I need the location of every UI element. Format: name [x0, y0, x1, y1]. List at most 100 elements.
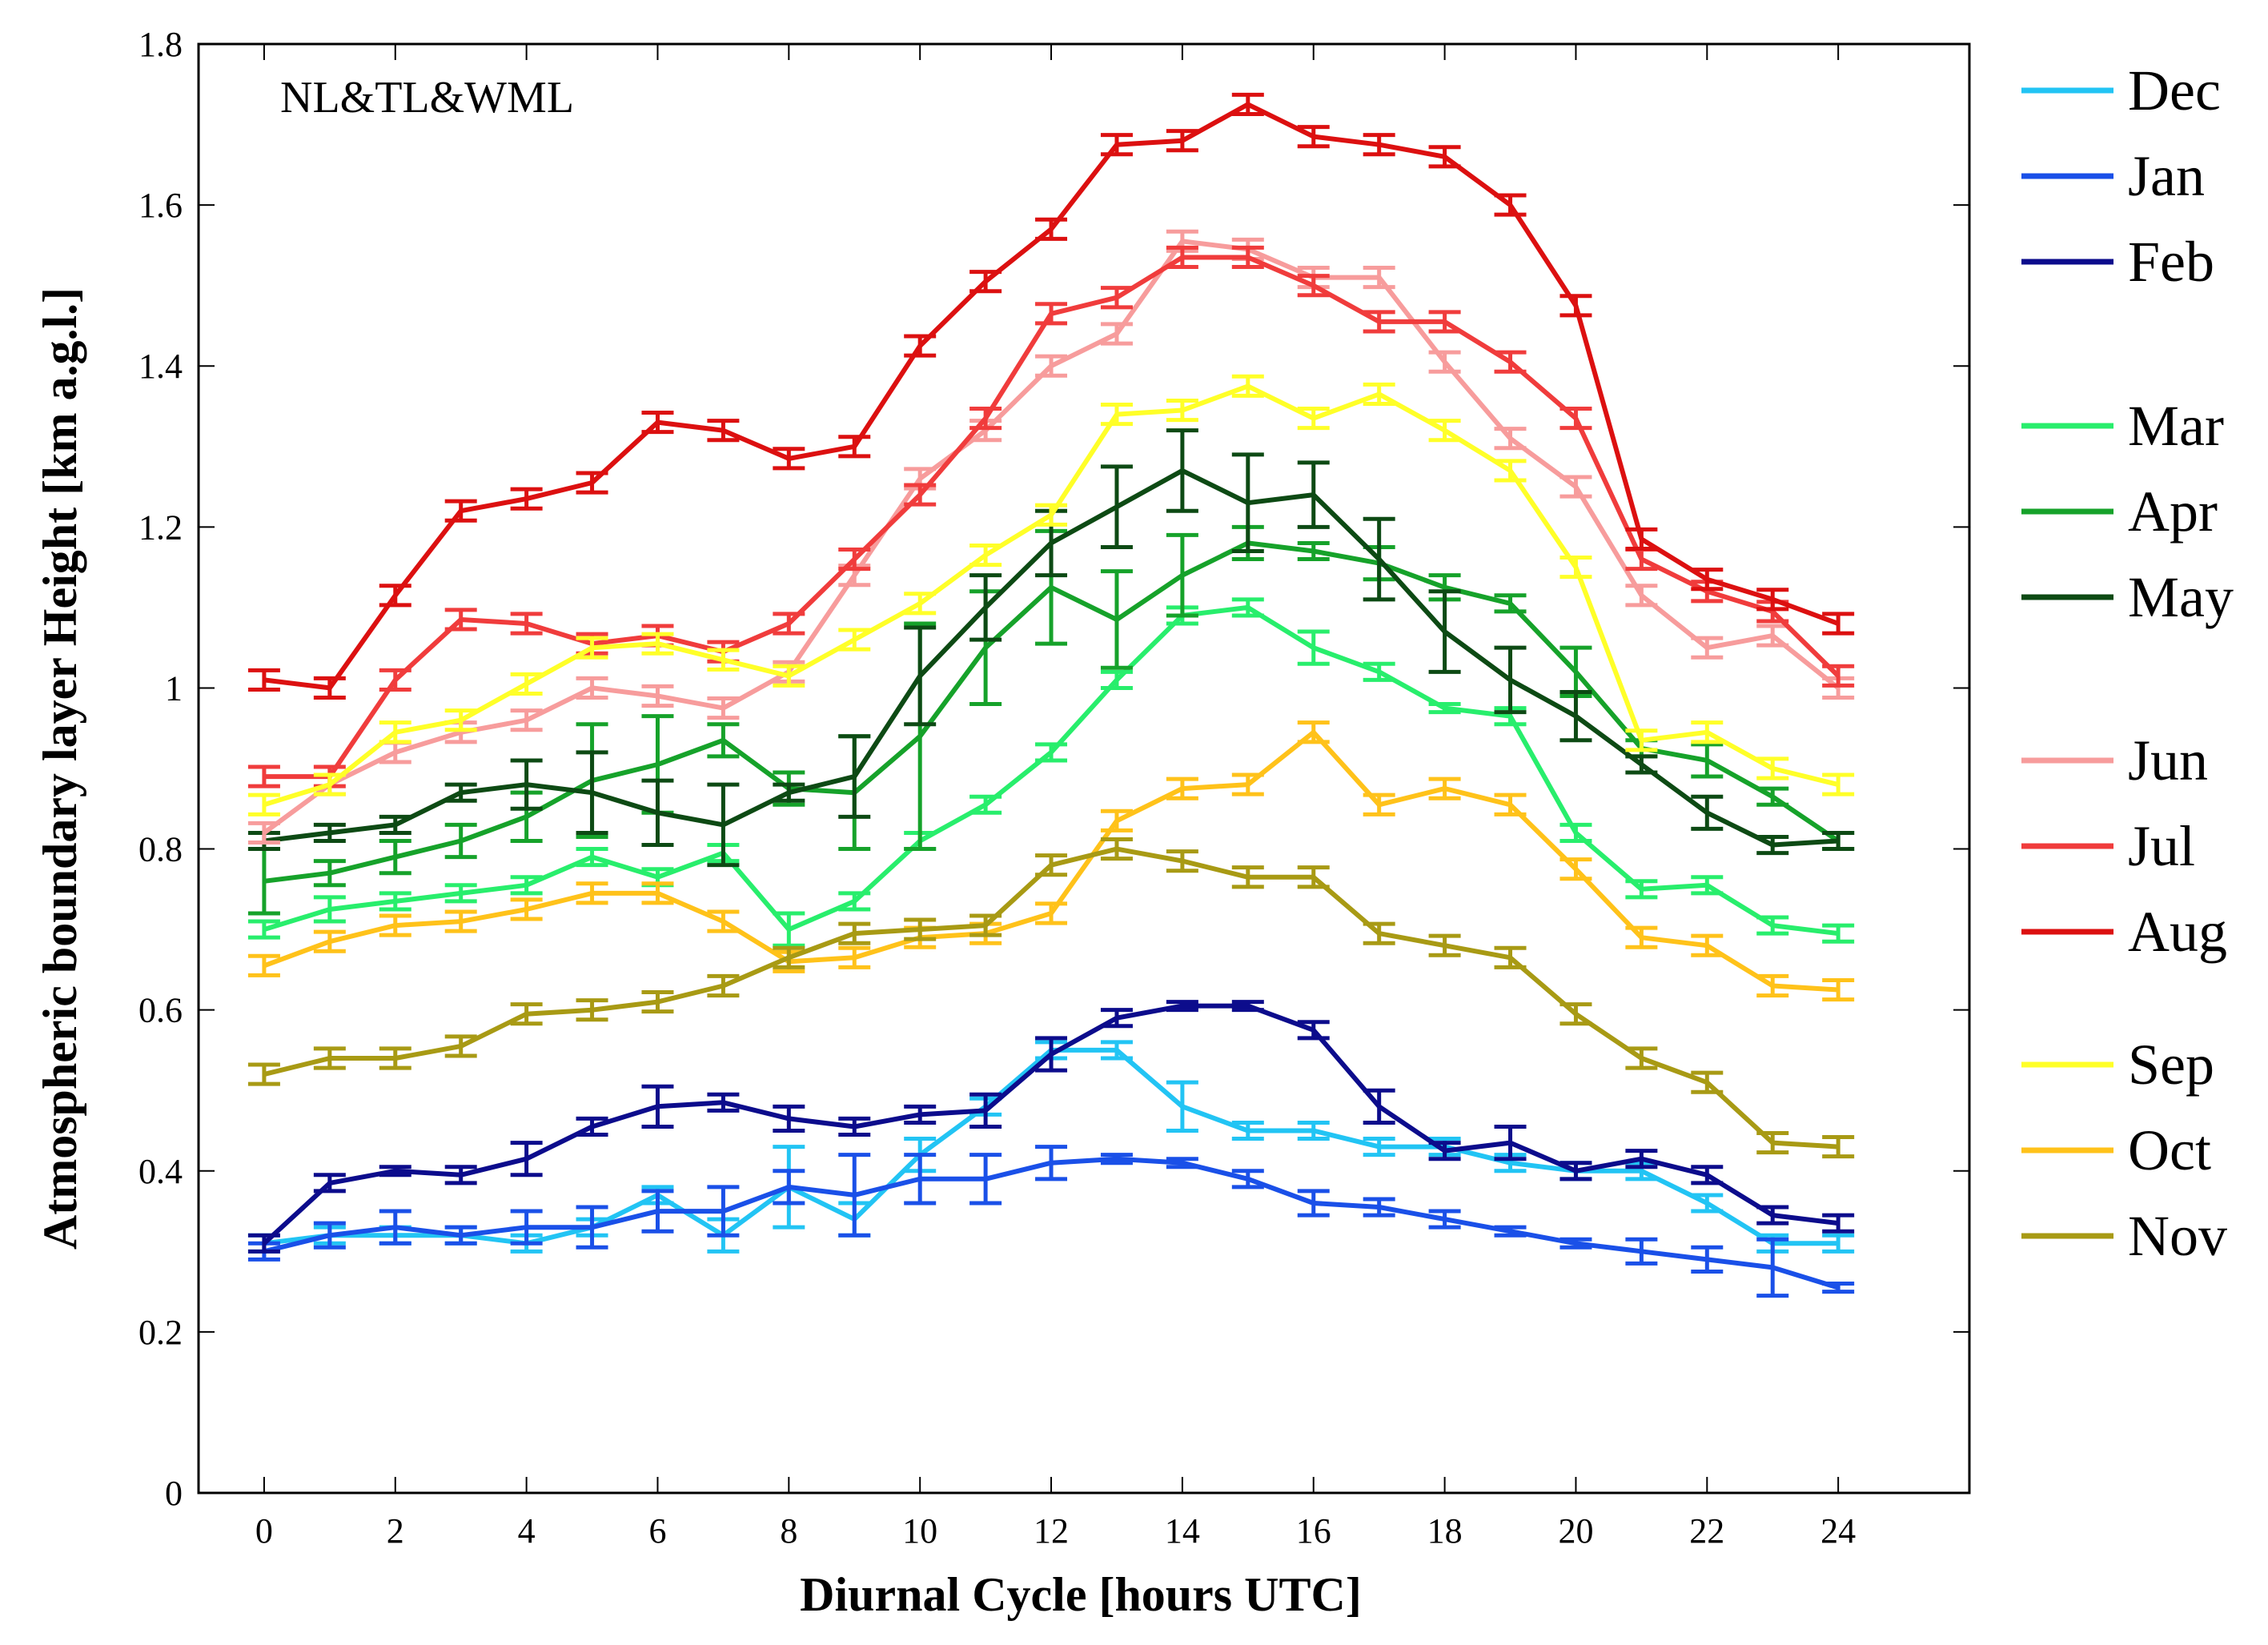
error-bar — [641, 778, 674, 848]
error-bar — [641, 881, 674, 905]
error-bar — [1100, 402, 1133, 427]
error-bar — [1494, 792, 1527, 816]
error-bar — [1035, 354, 1068, 378]
error-bar — [1756, 1237, 1789, 1298]
legend-label: Aug — [2128, 900, 2227, 964]
error-bar — [313, 1046, 346, 1070]
y-tick-label: 1.2 — [138, 508, 183, 547]
legend-label: Oct — [2128, 1118, 2211, 1182]
error-bar — [1756, 973, 1789, 998]
error-bar — [510, 758, 543, 811]
error-bar — [838, 891, 871, 912]
error-bar — [1297, 629, 1330, 666]
error-bar — [1297, 865, 1330, 889]
error-bar — [1691, 1193, 1724, 1214]
error-bar — [379, 814, 411, 835]
error-bar — [1363, 133, 1395, 157]
error-bar — [444, 909, 477, 933]
error-bar — [576, 1205, 608, 1250]
error-bar — [576, 636, 608, 660]
error-bar — [444, 499, 477, 523]
x-tick-label: 16 — [1296, 1511, 1331, 1551]
error-bar — [1231, 1120, 1264, 1141]
error-bar — [1560, 294, 1592, 318]
error-bar — [1428, 702, 1461, 715]
error-bar — [1297, 125, 1330, 149]
error-bar — [1166, 1157, 1198, 1170]
error-bar — [969, 543, 1002, 568]
error-bar — [1166, 428, 1198, 513]
error-bar — [1560, 857, 1592, 881]
error-bar — [247, 919, 280, 940]
series-layer — [247, 92, 1855, 1298]
error-bar — [707, 419, 740, 443]
error-bar — [1560, 1002, 1592, 1026]
error-bar — [1428, 776, 1461, 800]
error-bar — [1231, 92, 1264, 116]
legend-item-jun: Jun — [2021, 728, 2208, 792]
error-bar — [904, 625, 937, 727]
error-bar — [904, 917, 937, 941]
x-tick-label: 12 — [1034, 1511, 1069, 1551]
error-bar — [1625, 1046, 1658, 1070]
error-bar — [1166, 398, 1198, 423]
legend-item-sep: Sep — [2021, 1033, 2214, 1097]
error-bar — [838, 435, 871, 459]
error-bar — [1166, 129, 1198, 153]
error-bar — [510, 1209, 543, 1246]
error-bar — [1035, 503, 1068, 527]
series-aug — [247, 92, 1855, 700]
error-bar — [379, 1209, 411, 1246]
legend-label: Apr — [2128, 479, 2218, 544]
error-bar — [247, 953, 280, 977]
error-bar — [707, 648, 740, 672]
error-bar — [773, 782, 805, 803]
error-bar — [379, 913, 411, 937]
error-bar — [1822, 977, 1855, 1002]
error-bar — [641, 632, 674, 656]
error-bar — [707, 909, 740, 933]
error-bar — [1494, 593, 1527, 614]
error-bar — [1363, 1137, 1395, 1158]
error-bar — [1100, 569, 1133, 670]
error-bar — [1428, 1209, 1461, 1230]
error-bar — [773, 1104, 805, 1133]
error-bar — [1625, 754, 1658, 775]
y-tick-label: 1.4 — [138, 347, 183, 386]
series-may — [247, 428, 1855, 868]
error-bar — [1822, 1135, 1855, 1159]
error-bar — [1363, 921, 1395, 945]
y-tick-label: 1.8 — [138, 25, 183, 64]
error-bar — [1428, 419, 1461, 443]
error-bar — [1494, 1225, 1527, 1238]
error-bar — [1822, 1282, 1855, 1294]
error-bar — [510, 897, 543, 921]
legend-item-jan: Jan — [2021, 144, 2205, 208]
error-bar — [1691, 1165, 1724, 1186]
error-bar — [1494, 1124, 1527, 1162]
error-bar — [773, 1169, 805, 1206]
error-bar — [1100, 1040, 1133, 1061]
error-bar — [1560, 556, 1592, 580]
error-bar — [313, 895, 346, 924]
error-bar — [444, 608, 477, 632]
error-bar — [1560, 1237, 1592, 1250]
error-bar — [1297, 1189, 1330, 1218]
error-bar — [1231, 1000, 1264, 1013]
error-bar — [1231, 374, 1264, 398]
x-tick-label: 22 — [1689, 1511, 1724, 1551]
error-bar — [576, 676, 608, 700]
legend-label: Mar — [2128, 394, 2224, 458]
error-bar — [1100, 808, 1133, 833]
error-bar — [313, 859, 346, 888]
error-bar — [1691, 794, 1724, 831]
error-bar — [707, 973, 740, 998]
error-bar — [1035, 853, 1068, 877]
error-bar — [1100, 322, 1133, 346]
error-bar — [1560, 475, 1592, 499]
error-bar — [641, 684, 674, 708]
error-bar — [510, 1141, 543, 1178]
error-bar — [707, 1185, 740, 1238]
error-bar — [510, 487, 543, 511]
